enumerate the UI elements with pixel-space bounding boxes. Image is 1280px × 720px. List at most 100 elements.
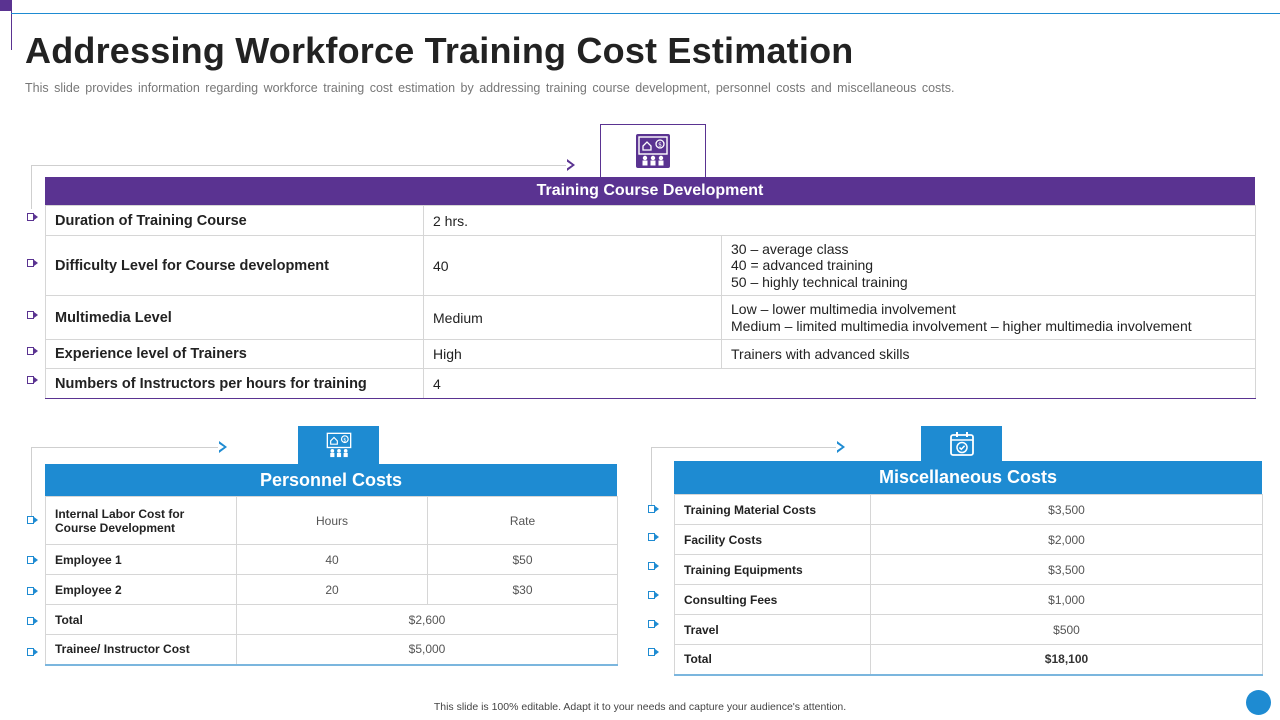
personnel-connector-arrow [218,441,227,453]
training-presentation-icon: $ [636,134,670,168]
personnel-row-label: Employee 2 [45,574,237,605]
calendar-check-icon [949,431,974,456]
training-row-notes: Low – lower multimedia involvement Mediu… [720,295,1257,340]
corner-dot [1246,690,1271,715]
personnel-total-value: $2,600 [236,604,618,635]
personnel-icon-box: $ [298,426,379,464]
bullet-arrow-icon [648,561,660,571]
footer-note: This slide is 100% editable. Adapt it to… [433,701,847,713]
table-row: Numbers of Instructors per hours for tra… [45,368,1257,399]
training-note: 50 – highly technical training [731,273,908,290]
misc-total-label: Total [674,644,871,676]
misc-connector [651,447,839,509]
bullet-arrow-icon [27,647,39,657]
bullet-arrow-icon [648,532,660,542]
bullet-arrow-icon [27,586,39,596]
table-row: Consulting Fees $1,000 [674,584,1263,615]
training-header: Training Course Development [536,182,764,199]
personnel-trainee-value: $5,000 [236,634,618,666]
personnel-header: Personnel Costs [259,469,403,490]
personnel-trainee-label: Trainee/ Instructor Cost [45,634,237,666]
bullet-arrow-icon [27,515,39,525]
misc-row-label: Travel [674,614,871,645]
personnel-table: Internal Labor Cost for Course Developme… [45,496,618,666]
bullet-arrow-icon [27,212,39,222]
misc-total-value: $18,100 [870,644,1263,676]
corner-accent-line [11,0,12,50]
misc-row-value: $3,500 [870,494,1263,525]
misc-row-label: Facility Costs [674,524,871,555]
personnel-row-label: Employee 1 [45,544,237,575]
table-row: Employee 2 20 $30 [45,574,618,605]
training-row-label: Numbers of Instructors per hours for tra… [45,368,424,399]
misc-row-value: $3,500 [870,554,1263,585]
misc-row-value: $1,000 [870,584,1263,615]
misc-row-label: Training Equipments [674,554,871,585]
training-header-band: Training Course Development [45,177,1255,205]
personnel-row-rate: $30 [427,574,618,605]
slide-subtitle: This slide provides information regardin… [25,81,955,95]
personnel-col-label: Internal Labor Cost for Course Developme… [45,496,237,545]
bullet-arrow-icon [27,346,39,356]
misc-row-value: $500 [870,614,1263,645]
table-row: Employee 1 40 $50 [45,544,618,575]
training-note: Low – lower multimedia involvement [731,301,956,317]
misc-row-value: $2,000 [870,524,1263,555]
personnel-row-hours: 20 [236,574,428,605]
table-row: Training Equipments $3,500 [674,554,1263,585]
bullet-arrow-icon [648,619,660,629]
bullet-arrow-icon [27,555,39,565]
personnel-col-hours: Hours [236,496,428,545]
training-row-value: High [423,339,722,369]
personnel-presentation-icon: $ [326,432,351,458]
table-row: Total $2,600 [45,604,618,635]
personnel-row-rate: $50 [427,544,618,575]
training-row-label: Duration of Training Course [45,205,424,236]
table-row: Training Material Costs $3,500 [674,494,1263,525]
table-row: Travel $500 [674,614,1263,645]
personnel-col-rate: Rate [427,496,618,545]
training-row-notes: 30 – average class 40 = advanced trainin… [720,235,1257,296]
training-row-value: 2 hrs. [422,205,1257,236]
personnel-row-hours: 40 [236,544,428,575]
bullet-arrow-icon [27,258,39,268]
training-icon-box: $ [600,124,706,178]
table-row: Duration of Training Course 2 hrs. [45,205,1257,236]
personnel-total-label: Total [45,604,237,635]
personnel-header-band: Personnel Costs [45,464,617,496]
training-note: 40 = advanced training [731,257,874,274]
training-note: Medium – limited multimedia involvement … [731,317,1192,334]
misc-connector-arrow [836,441,845,453]
training-row-value: 4 [422,368,1257,399]
bullet-arrow-icon [648,504,660,514]
bullet-arrow-icon [648,647,660,657]
training-row-label: Multimedia Level [45,295,424,340]
misc-table: Training Material Costs $3,500 Facility … [674,494,1263,676]
table-row: Internal Labor Cost for Course Developme… [45,496,618,545]
table-row: Difficulty Level for Course development … [45,235,1257,296]
bullet-arrow-icon [27,310,39,320]
table-row: Multimedia Level Medium Low – lower mult… [45,295,1257,340]
table-row: Experience level of Trainers High Traine… [45,339,1257,369]
misc-row-label: Training Material Costs [674,494,871,525]
misc-row-label: Consulting Fees [674,584,871,615]
bullet-arrow-icon [27,616,39,626]
misc-header: Miscellaneous Costs [878,467,1058,487]
training-table: Duration of Training Course 2 hrs. Diffi… [45,205,1257,399]
training-connector [31,165,569,209]
training-note: 30 – average class [731,240,849,257]
table-row: Facility Costs $2,000 [674,524,1263,555]
training-row-notes: Trainers with advanced skills [720,339,1257,369]
training-row-label: Experience level of Trainers [45,339,424,369]
training-row-value: 40 [423,235,722,296]
corner-accent-square [0,0,11,11]
training-row-value: Medium [423,295,722,340]
slide-title: Addressing Workforce Training Cost Estim… [25,30,854,71]
training-connector-arrow [566,159,575,171]
training-row-label: Difficulty Level for Course development [45,235,424,296]
personnel-connector [31,447,221,519]
misc-icon-box [921,426,1002,461]
bullet-arrow-icon [648,590,660,600]
svg-text:$: $ [658,142,662,149]
misc-header-band: Miscellaneous Costs [674,461,1262,494]
